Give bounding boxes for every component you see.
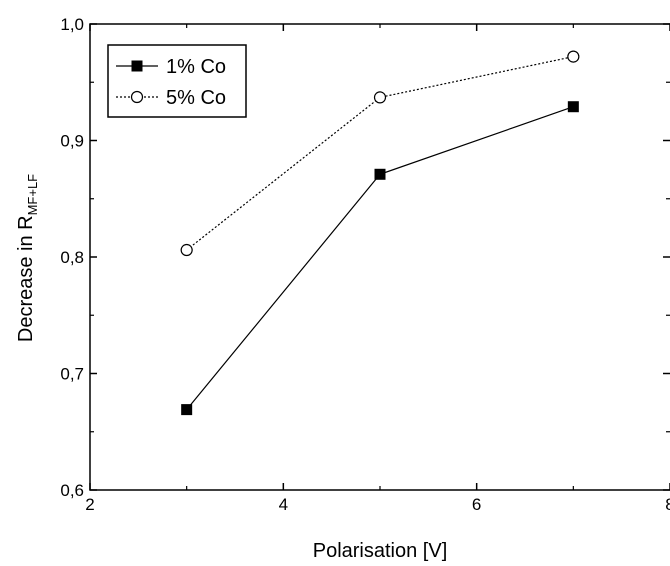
legend-label: 5% Co — [166, 87, 226, 109]
data-point — [180, 243, 193, 257]
x-tick-label: 6 — [472, 495, 481, 514]
y-axis-label-main: Decrease in R — [15, 215, 37, 342]
data-point — [373, 91, 387, 104]
x-axis-label: Polarisation [V] — [313, 540, 448, 562]
legend-item-1: 1% Co — [116, 56, 226, 78]
y-tick-label: 0,7 — [60, 365, 84, 384]
series-2 — [180, 50, 580, 257]
series-line — [186, 106, 574, 410]
data-point — [567, 101, 579, 113]
y-axis-ticks: 0,6 0,7 0,8 0,9 1,0 — [60, 15, 670, 500]
legend-box — [107, 44, 247, 118]
x-tick-label: 4 — [279, 495, 288, 514]
legend-item-2: 5% Co — [116, 87, 226, 109]
x-tick-label: 2 — [85, 495, 94, 514]
legend-marker — [130, 90, 144, 104]
x-tick-label: 8 — [665, 495, 670, 514]
data-point — [181, 404, 193, 416]
y-tick-label: 0,6 — [60, 481, 84, 500]
legend-marker — [131, 60, 143, 72]
series-layer — [180, 50, 580, 416]
series-1 — [181, 101, 579, 416]
data-point — [374, 168, 386, 180]
legend-label: 1% Co — [166, 56, 226, 78]
data-point — [567, 50, 580, 63]
y-tick-label: 0,9 — [60, 132, 84, 151]
y-tick-label: 1,0 — [60, 15, 84, 34]
y-tick-label: 0,8 — [60, 248, 84, 267]
y-axis-label: Decrease in RMF+LF — [15, 174, 40, 342]
x-axis-ticks: 2 4 6 8 — [85, 24, 670, 514]
legend: 1% Co 5% Co — [107, 44, 247, 118]
y-axis-label-subscript: MF+LF — [25, 174, 40, 216]
